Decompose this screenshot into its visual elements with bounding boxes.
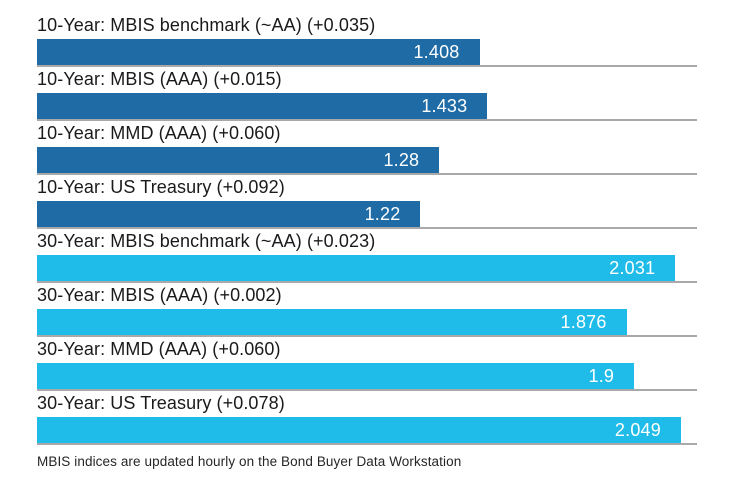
category-label: 10-Year: MMD (AAA) (+0.060): [37, 123, 281, 143]
chart-row: 10-Year: MBIS benchmark (~AA) (+0.035) 1.…: [37, 15, 697, 67]
bar-value-label: 1.22: [364, 203, 401, 224]
chart-footnote: MBIS indices are updated hourly on the B…: [37, 454, 462, 469]
category-label: 10-Year: US Treasury (+0.092): [37, 177, 285, 197]
category-label: 30-Year: MBIS benchmark (~AA) (+0.023): [37, 231, 376, 251]
bar-track: 2.049: [37, 417, 697, 445]
bar: 1.433: [37, 93, 488, 119]
chart-row: 30-Year: US Treasury (+0.078) 2.049: [37, 393, 697, 445]
bar-value-label: 1.408: [413, 41, 460, 62]
bar-track: 1.9: [37, 363, 697, 391]
bar: 2.031: [37, 255, 676, 281]
bar: 1.876: [37, 309, 627, 335]
bar-track: 1.28: [37, 147, 697, 175]
category-label: 30-Year: US Treasury (+0.078): [37, 393, 285, 413]
chart-row: 10-Year: US Treasury (+0.092) 1.22: [37, 177, 697, 229]
bar-value-label: 1.9: [588, 365, 615, 386]
bar-value-label: 1.28: [383, 149, 420, 170]
bar-chart: 10-Year: MBIS benchmark (~AA) (+0.035) 1.…: [37, 15, 697, 445]
bar-value-label: 1.876: [560, 311, 607, 332]
category-label: 10-Year: MBIS benchmark (~AA) (+0.035): [37, 15, 376, 35]
chart-row: 30-Year: MBIS (AAA) (+0.002) 1.876: [37, 285, 697, 337]
bar: 1.9: [37, 363, 635, 389]
bar-track: 1.433: [37, 93, 697, 121]
bar-track: 1.408: [37, 39, 697, 67]
category-label: 30-Year: MMD (AAA) (+0.060): [37, 339, 281, 359]
bar: 1.28: [37, 147, 440, 173]
bar-track: 1.22: [37, 201, 697, 229]
bar-value-label: 1.433: [421, 95, 468, 116]
chart-row: 10-Year: MBIS (AAA) (+0.015) 1.433: [37, 69, 697, 121]
bar-value-label: 2.031: [609, 257, 656, 278]
chart-row: 30-Year: MMD (AAA) (+0.060) 1.9: [37, 339, 697, 391]
category-label: 30-Year: MBIS (AAA) (+0.002): [37, 285, 282, 305]
bar-track: 2.031: [37, 255, 697, 283]
bar: 2.049: [37, 417, 681, 443]
bar-track: 1.876: [37, 309, 697, 337]
bar: 1.22: [37, 201, 421, 227]
chart-row: 30-Year: MBIS benchmark (~AA) (+0.023) 2.…: [37, 231, 697, 283]
bar: 1.408: [37, 39, 480, 65]
bar-value-label: 2.049: [614, 419, 661, 440]
chart-row: 10-Year: MMD (AAA) (+0.060) 1.28: [37, 123, 697, 175]
category-label: 10-Year: MBIS (AAA) (+0.015): [37, 69, 282, 89]
